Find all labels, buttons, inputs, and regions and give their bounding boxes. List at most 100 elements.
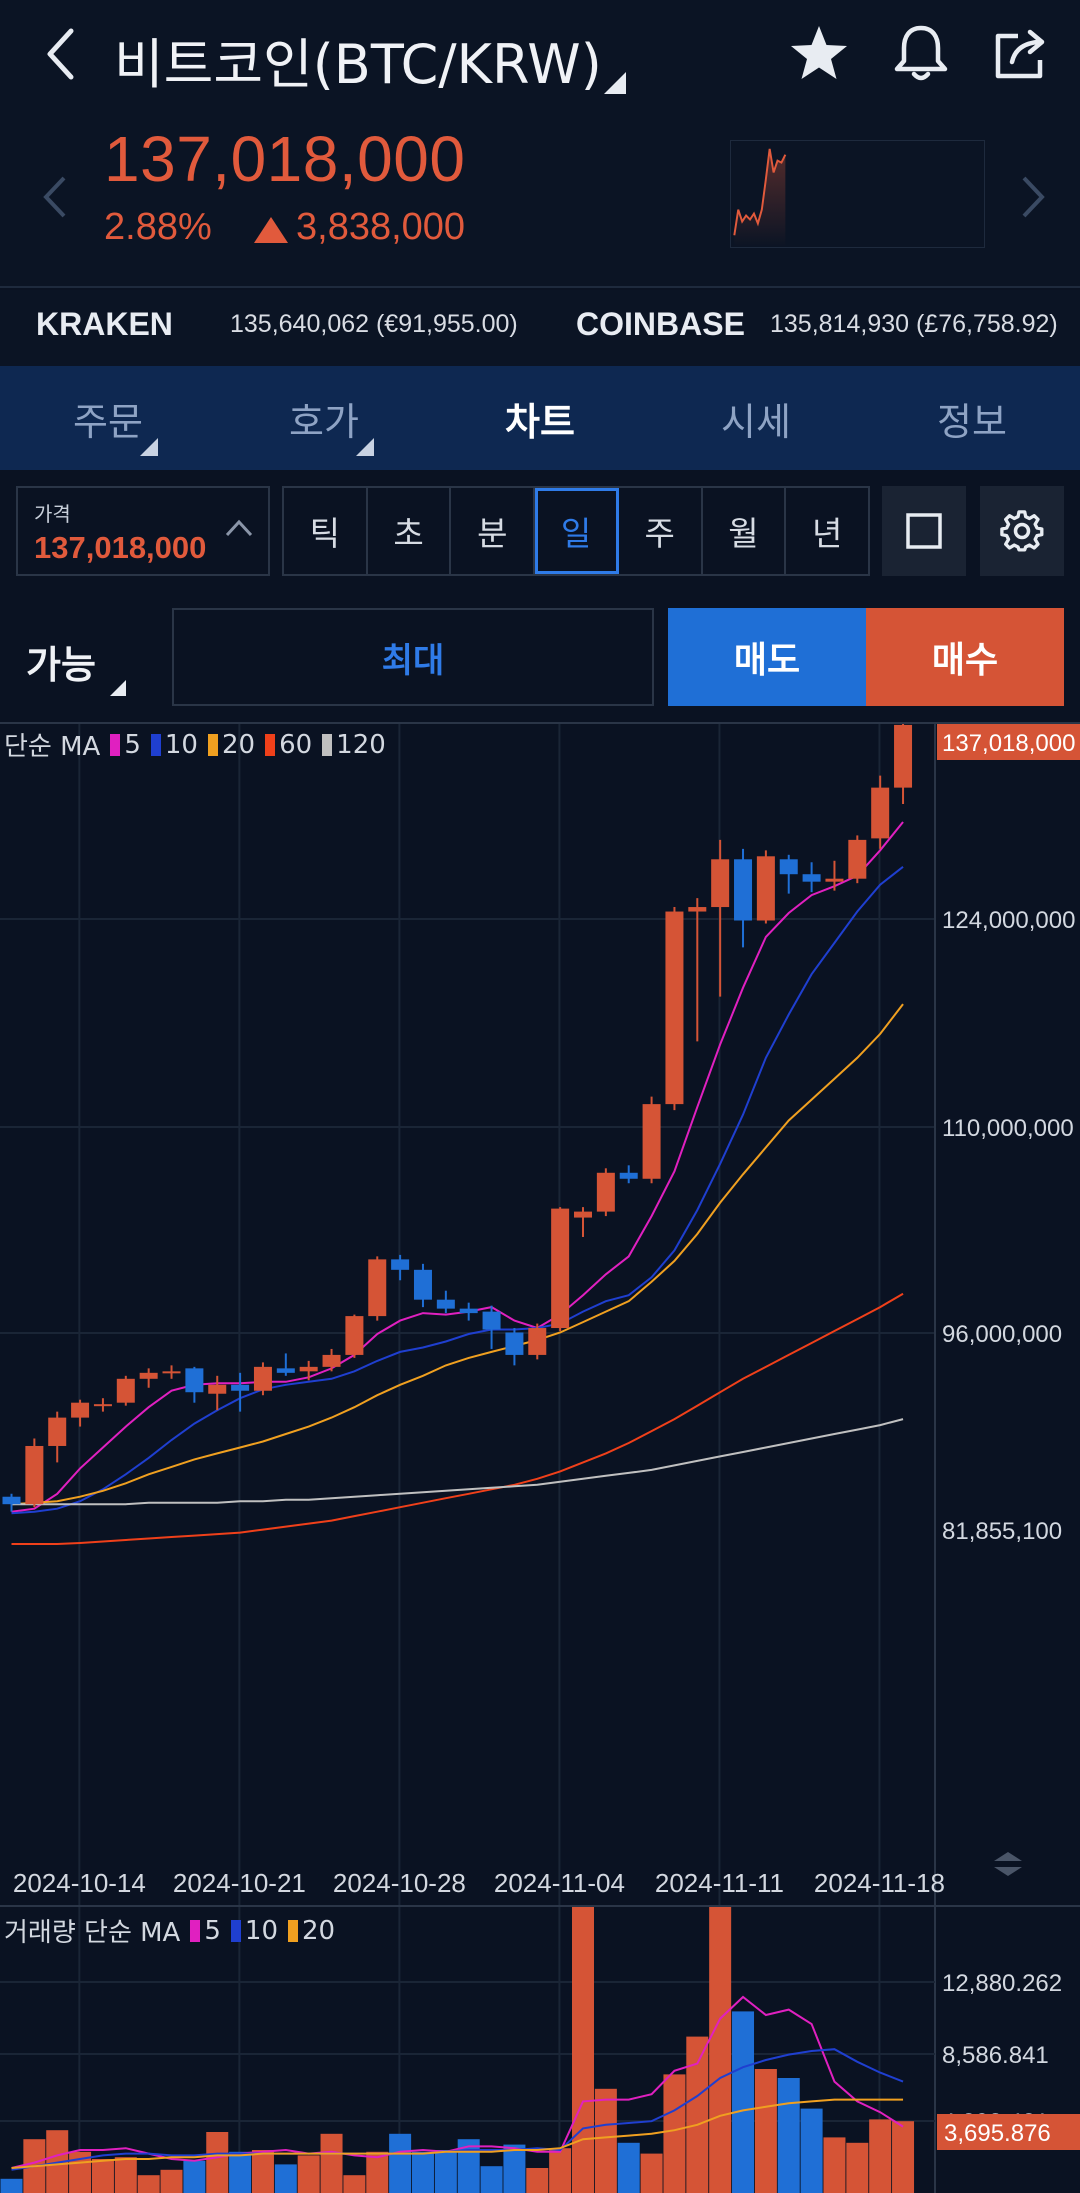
tab-label: 시세 [721, 399, 791, 444]
volume-bar [777, 2078, 800, 2193]
gear-icon [1000, 510, 1044, 552]
period-second[interactable]: 초 [368, 488, 452, 574]
volume-bar [274, 2164, 297, 2193]
candle-body [459, 1308, 478, 1314]
volume-bar [297, 2155, 320, 2193]
volume-bar [91, 2159, 114, 2193]
chart-canvas[interactable]: 124,000,000 110,000,000 96,000,000 81,855,1… [0, 724, 1080, 2193]
tab-order[interactable]: 주문 [0, 366, 216, 470]
settings-button[interactable] [980, 486, 1064, 576]
candle-body [505, 1332, 524, 1355]
legend-label: 20 [302, 1915, 336, 1946]
volume-bar [732, 2011, 755, 2193]
bell-icon[interactable] [886, 18, 956, 88]
legend-swatch [230, 1919, 241, 1942]
share-icon[interactable] [988, 18, 1058, 88]
volume-bar [640, 2153, 663, 2193]
candle-body [391, 1259, 410, 1270]
chevron-up-icon [225, 519, 253, 537]
max-button[interactable]: 최대 [172, 608, 654, 706]
volume-bar [251, 2150, 274, 2193]
volume-bar [709, 1907, 732, 2193]
period-month[interactable]: 월 [703, 488, 787, 574]
tab-info[interactable]: 정보 [864, 366, 1080, 470]
period-day[interactable]: 일 [535, 488, 619, 574]
legend-swatch [207, 733, 218, 756]
tab-label: 차트 [505, 399, 575, 444]
candle-body [688, 907, 707, 912]
next-arrow-icon[interactable] [1018, 172, 1048, 222]
period-week[interactable]: 주 [619, 488, 703, 574]
sell-button[interactable]: 매도 [668, 608, 866, 706]
volume-current-tag-label: 3,695.876 [944, 2120, 1051, 2147]
current-price-tag-label: 137,018,000 [942, 730, 1075, 757]
title-dropdown-caret-icon[interactable] [604, 72, 626, 94]
exchange-comparison: KRAKEN 135,640,062 (€91,955.00) COINBASE… [0, 290, 1080, 366]
legend-swatch [110, 733, 121, 756]
candle-body [368, 1259, 387, 1317]
candle-body [276, 1368, 295, 1373]
resize-handle-icon [994, 1867, 1022, 1876]
chart-controls: 가격 137,018,000 틱 초 분 일 주 월 년 [0, 470, 1080, 582]
period-year[interactable]: 년 [811, 514, 843, 553]
x-tick-label: 2024-11-18 [814, 1868, 945, 1898]
ma-line-10 [11, 866, 904, 1515]
period-tick[interactable]: 틱 [284, 488, 368, 574]
candle-body [711, 859, 730, 908]
candle-body [139, 1372, 158, 1379]
price-summary: 137,018,000 2.88% 3,838,000 [0, 110, 1080, 288]
tab-chart[interactable]: 차트 [432, 366, 648, 470]
volume-bar [366, 2151, 389, 2193]
legend-label: 20 [221, 729, 256, 760]
star-icon[interactable] [784, 18, 854, 88]
available-dropdown[interactable]: 가능 [26, 643, 96, 687]
volume-bar [846, 2142, 869, 2193]
volume-bar [229, 2151, 252, 2193]
y-tick-label: 81,855,100 [942, 1518, 1062, 1545]
legend-label: 5 [204, 1915, 221, 1946]
exchange-name: KRAKEN [36, 306, 173, 342]
price-label: 가격 [34, 502, 71, 526]
candle-body [756, 856, 775, 921]
dropdown-caret-icon [140, 438, 158, 456]
candle-body [71, 1402, 90, 1418]
exchange-name: COINBASE [576, 306, 745, 342]
volume-bar [800, 2108, 823, 2193]
period-selector: 틱 초 분 일 주 월 년 [282, 486, 870, 576]
candle-body [482, 1311, 501, 1330]
volume-bar [869, 2119, 892, 2193]
legend-label: 120 [336, 729, 386, 760]
period-minute[interactable]: 분 [451, 488, 536, 574]
candle-body [299, 1366, 318, 1372]
price-selector[interactable]: 가격 137,018,000 [16, 486, 270, 576]
volume-ma-line-5 [11, 1995, 904, 2169]
candlestick-chart[interactable]: 124,000,000 110,000,000 96,000,000 81,855,1… [0, 722, 1080, 2193]
legend-swatch [288, 1919, 298, 1942]
candle-body [436, 1299, 455, 1309]
price-ma-legend: 단순 MA 5 10 20 60 120 [4, 726, 392, 763]
candle-body [162, 1371, 181, 1374]
volume-bar [434, 2150, 457, 2193]
volume-bar [892, 2121, 915, 2193]
fullscreen-square-button[interactable] [882, 486, 966, 576]
candle-body [345, 1316, 364, 1355]
volume-bar [663, 2074, 686, 2193]
buy-button[interactable]: 매수 [866, 608, 1064, 706]
tab-quotes[interactable]: 시세 [648, 366, 864, 470]
x-tick-label: 2024-10-14 [13, 1868, 146, 1898]
legend-prefix: 거래량 단순 MA [4, 1918, 181, 1948]
volume-bar [686, 2036, 709, 2193]
square-icon [906, 513, 942, 549]
x-tick-label: 2024-10-21 [173, 1868, 306, 1898]
candle-body [574, 1211, 592, 1218]
candle-body [231, 1384, 250, 1391]
ma-line-120 [11, 1418, 904, 1506]
tab-label: 정보 [937, 399, 1007, 444]
change-amount: 3,838,000 [296, 206, 466, 248]
volume-bar [572, 1907, 594, 2193]
tab-orderbook[interactable]: 호가 [216, 366, 432, 470]
prev-arrow-icon[interactable] [40, 172, 70, 222]
back-icon[interactable] [38, 22, 82, 86]
candle-body [894, 724, 913, 788]
candle-body [802, 874, 821, 882]
